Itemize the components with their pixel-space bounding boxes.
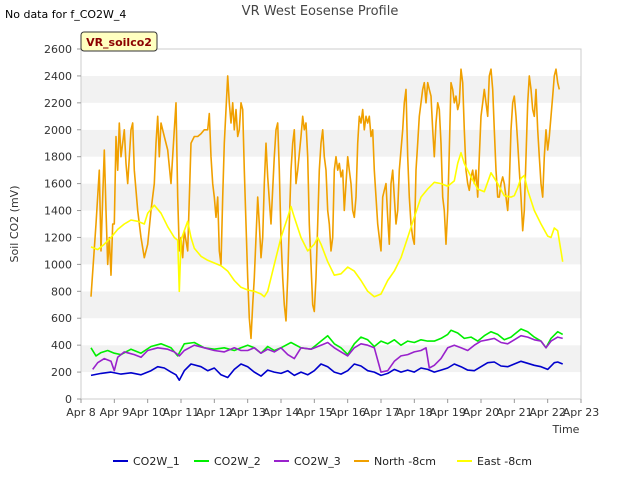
y-tick-label: 800 — [51, 285, 72, 298]
y-tick-label: 2400 — [44, 70, 72, 83]
grid-band — [81, 318, 581, 346]
legend-label: CO2W_1 — [133, 455, 180, 468]
x-tick-label: Apr 21 — [496, 406, 533, 419]
x-tick-label: Apr 10 — [129, 406, 166, 419]
y-tick-label: 1000 — [44, 258, 72, 271]
grid-band — [81, 372, 581, 399]
grid-bands — [81, 49, 581, 399]
x-tick-label: Apr 13 — [229, 406, 266, 419]
chart-title: VR West Eosense Profile — [242, 4, 399, 19]
grid-band — [81, 49, 581, 76]
series-line-0 — [90, 360, 563, 382]
legend: CO2W_1 CO2W_2 CO2W_3 North -8cm East -8cm — [113, 455, 532, 468]
y-tick-label: 600 — [51, 312, 72, 325]
x-tick-label: Apr 16 — [329, 406, 366, 419]
y-tick-label: 2000 — [44, 124, 72, 137]
grid-band — [81, 75, 581, 103]
x-tick-label: Apr 12 — [196, 406, 233, 419]
series-line-3 — [90, 68, 561, 340]
y-tick-label: 1600 — [44, 178, 72, 191]
badge-text: VR_soilco2 — [86, 36, 152, 49]
y-tick-label: 2600 — [44, 43, 72, 56]
x-axis-label: Time — [552, 423, 580, 436]
y-axis: 0 200 400 600 800 1000 1200 1400 1600 1800 2000 220… — [44, 43, 81, 406]
y-tick-label: 0 — [65, 393, 72, 406]
series-line-2 — [92, 334, 563, 373]
y-tick-label: 200 — [51, 366, 72, 379]
legend-label: East -8cm — [477, 455, 532, 468]
y-tick-label: 1800 — [44, 151, 72, 164]
legend-label: CO2W_3 — [294, 455, 341, 468]
grid-band — [81, 102, 581, 130]
y-tick-label: 1400 — [44, 205, 72, 218]
x-tick-label: Apr 11 — [163, 406, 200, 419]
x-tick-label: Apr 9 — [100, 406, 130, 419]
x-tick-label: Apr 22 — [529, 406, 566, 419]
x-tick-label: Apr 14 — [263, 406, 300, 419]
x-tick-label: Apr 23 — [563, 406, 600, 419]
y-tick-label: 400 — [51, 339, 72, 352]
legend-label: CO2W_2 — [214, 455, 261, 468]
site-badge: VR_soilco2 — [80, 31, 158, 52]
x-tick-label: Apr 18 — [396, 406, 433, 419]
y-tick-label: 1200 — [44, 231, 72, 244]
x-tick-label: Apr 20 — [463, 406, 500, 419]
series-line-1 — [90, 328, 564, 357]
x-tick-label: Apr 17 — [363, 406, 400, 419]
legend-label: North -8cm — [374, 455, 436, 468]
plot-frame — [80, 48, 582, 400]
y-axis-label: Soil CO2 (mV) — [8, 186, 21, 263]
x-tick-label: Apr 8 — [66, 406, 96, 419]
no-data-note: No data for f_CO2W_4 — [5, 8, 126, 21]
badge-box — [80, 31, 158, 52]
x-tick-label: Apr 15 — [296, 406, 333, 419]
series-line-4 — [90, 151, 564, 298]
y-tick-label: 2200 — [44, 97, 72, 110]
grid-band — [81, 210, 581, 238]
x-tick-label: Apr 19 — [429, 406, 466, 419]
series-group — [90, 68, 564, 382]
grid-band — [81, 156, 581, 184]
grid-band — [81, 291, 581, 319]
